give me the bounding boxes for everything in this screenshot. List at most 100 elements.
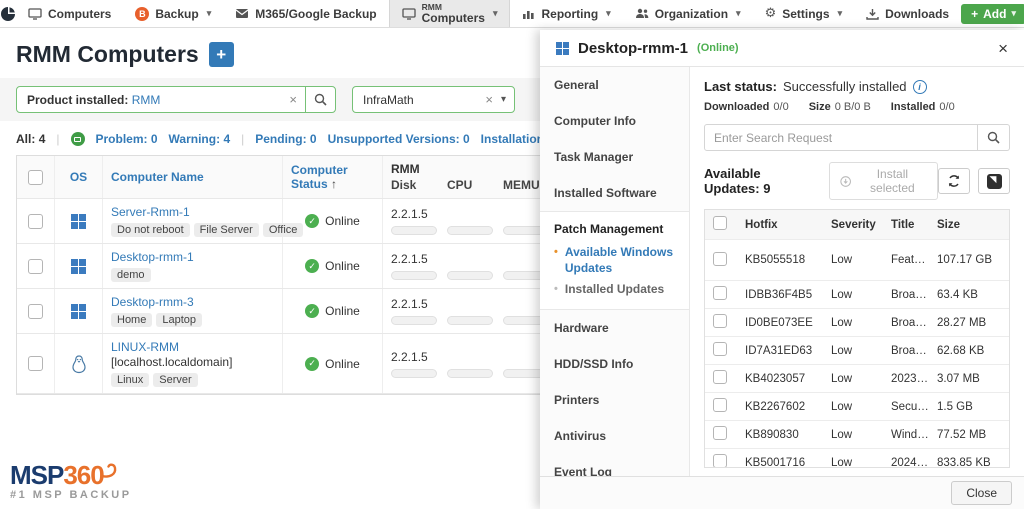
update-row[interactable]: ID0BE073EE Low Broadcom Inc. - Displ... … xyxy=(705,309,1009,337)
update-size: 63.4 KB xyxy=(937,288,978,301)
update-title: 2023-10 Update for W... xyxy=(891,372,937,385)
plus-icon: + xyxy=(971,6,979,21)
nav-downloads[interactable]: Downloads xyxy=(854,0,961,27)
computer-name-link[interactable]: LINUX-RMM xyxy=(111,340,179,354)
computer-name-link[interactable]: Server-Rmm-1 xyxy=(111,205,190,219)
row-checkbox[interactable] xyxy=(28,258,43,274)
update-row[interactable]: KB4023057 Low 2023-10 Update for W... 3.… xyxy=(705,365,1009,393)
update-checkbox[interactable] xyxy=(713,251,727,266)
search-input[interactable] xyxy=(704,124,978,151)
update-row[interactable]: IDBB36F4B5 Low Broadcom Inc. - Syste... … xyxy=(705,281,1009,309)
divider: | xyxy=(56,132,60,146)
clear-filter-icon[interactable]: × xyxy=(289,92,297,107)
nav-downloads-label: Downloads xyxy=(885,6,950,21)
sidebar-item-event-log[interactable]: Event Log xyxy=(554,464,613,476)
add-button[interactable]: + Add ▾ xyxy=(961,3,1024,24)
panel-title: Desktop-rmm-1 xyxy=(578,39,689,57)
sidebar-item-antivirus[interactable]: Antivirus xyxy=(554,428,607,443)
table-row[interactable]: Server-Rmm-1 Do not reboot File Server O… xyxy=(17,199,571,244)
update-row[interactable]: KB2267602 Low Security Intelligence U...… xyxy=(705,393,1009,421)
row-checkbox[interactable] xyxy=(28,303,43,319)
sidebar-item-hdd-ssd-info[interactable]: HDD/SSD Info xyxy=(554,356,634,371)
pending-count-link[interactable]: Pending: 0 xyxy=(255,132,317,146)
table-row[interactable]: LINUX-RMM [localhost.localdomain] Linux … xyxy=(17,334,571,394)
close-button[interactable]: Close xyxy=(951,481,1012,505)
sidebar-item-task-manager[interactable]: Task Manager xyxy=(554,150,634,164)
size-column-header[interactable]: Size xyxy=(937,218,961,231)
nav-computers[interactable]: Computers xyxy=(16,0,123,27)
add-computer-button[interactable]: + xyxy=(208,42,234,67)
severity-column-header[interactable]: Severity xyxy=(831,218,876,231)
sidebar-item-installed-updates[interactable]: • Installed Updates xyxy=(554,282,665,297)
update-checkbox[interactable] xyxy=(713,370,727,384)
clear-company-filter-icon[interactable]: × xyxy=(485,92,493,107)
nav-backup[interactable]: B Backup ▾ xyxy=(123,0,223,27)
warning-count-link[interactable]: Warning: 4 xyxy=(168,132,231,146)
update-checkbox[interactable] xyxy=(713,286,727,300)
sidebar-item-general[interactable]: General xyxy=(554,78,599,92)
info-icon[interactable]: i xyxy=(912,79,927,94)
row-checkbox[interactable] xyxy=(28,356,43,371)
tag-pill: Do not reboot xyxy=(111,223,190,237)
computer-name-column-header[interactable]: Computer Name xyxy=(111,170,204,184)
sidebar-item-printers[interactable]: Printers xyxy=(554,392,600,407)
divider: | xyxy=(241,132,245,146)
open-report-button[interactable] xyxy=(978,168,1010,194)
hotfix-column-header[interactable]: Hotfix xyxy=(745,218,778,231)
nav-reporting[interactable]: Reporting ▾ xyxy=(510,0,622,27)
install-selected-label: Install selected xyxy=(870,167,915,195)
computer-name-link[interactable]: Desktop-rmm-1 xyxy=(111,250,194,264)
update-row[interactable]: KB890830 Low Windows Malicious S... 77.5… xyxy=(705,421,1009,449)
title-column-header[interactable]: Title xyxy=(891,218,915,231)
chevron-down-icon[interactable]: ▾ xyxy=(500,94,506,105)
table-row[interactable]: Desktop-rmm-3 Home Laptop ✓ Online 2.2.1… xyxy=(17,289,571,334)
table-row[interactable]: Desktop-rmm-1 demo ✓ Online 2.2.1.5 xyxy=(17,244,571,289)
nav-rmm-label: Computers xyxy=(421,10,485,25)
sidebar-item-patch-management[interactable]: Patch Management xyxy=(554,222,664,236)
search-filter-button[interactable] xyxy=(305,87,335,112)
backup-icon: B xyxy=(135,6,150,21)
select-all-checkbox[interactable] xyxy=(28,169,43,185)
update-checkbox[interactable] xyxy=(713,314,727,328)
search-button[interactable] xyxy=(978,124,1010,151)
bullet-icon: • xyxy=(554,283,558,296)
unsupported-count-link[interactable]: Unsupported Versions: 0 xyxy=(327,132,470,146)
refresh-button[interactable] xyxy=(938,168,970,194)
update-row[interactable]: KB5001716 Low 2024-10 Update for W... 83… xyxy=(705,449,1009,467)
nav-organization[interactable]: Organization ▾ xyxy=(623,0,753,27)
computer-name-link[interactable]: Desktop-rmm-3 xyxy=(111,295,194,309)
company-filter-select[interactable]: InfraMath × ▾ xyxy=(352,86,515,113)
update-row[interactable]: KB5055518 Low Feature update to Wi... 10… xyxy=(705,240,1009,281)
clipped-column-header: U xyxy=(531,178,540,192)
sidebar-item-computer-info[interactable]: Computer Info xyxy=(554,114,636,128)
computer-status-column-header[interactable]: Computer Status ↑ xyxy=(291,163,348,191)
nav-rmm-computers-active-tab[interactable]: RMM Computers ▾ xyxy=(388,0,511,27)
search-icon xyxy=(314,93,327,106)
nav-settings-label: Settings xyxy=(782,6,830,21)
close-icon[interactable]: × xyxy=(998,38,1008,58)
update-checkbox[interactable] xyxy=(713,454,727,467)
app-logo[interactable] xyxy=(0,0,16,27)
select-all-updates-checkbox[interactable] xyxy=(713,216,727,230)
updates-table-header: Hotfix Severity Title Size xyxy=(705,210,1009,240)
sidebar-item-available-windows-updates[interactable]: • Available Windows Updates xyxy=(554,245,673,275)
sidebar-item-hardware[interactable]: Hardware xyxy=(554,320,609,335)
install-selected-button[interactable]: Install selected xyxy=(829,162,938,200)
problem-count-link[interactable]: Problem: 0 xyxy=(95,132,158,146)
update-title: Security Intelligence U... xyxy=(891,400,937,413)
tag-pill: Home xyxy=(111,313,153,327)
update-size: 3.07 MB xyxy=(937,372,980,385)
row-checkbox[interactable] xyxy=(28,213,43,229)
nav-m365-google-backup[interactable]: M365/Google Backup xyxy=(223,0,388,27)
update-row[interactable]: ID7A31ED63 Low Broadcom Inc. - Syste... … xyxy=(705,337,1009,365)
update-checkbox[interactable] xyxy=(713,426,727,440)
tag-pill: Office xyxy=(262,223,304,237)
product-filter-input[interactable]: Product installed: RMM × xyxy=(16,86,336,113)
panel-footer: Close xyxy=(540,476,1024,509)
product-filter-label: Product installed: xyxy=(27,92,129,107)
nav-settings[interactable]: ⚙ Settings ▾ xyxy=(753,0,855,27)
update-checkbox[interactable] xyxy=(713,342,727,356)
sidebar-item-installed-software[interactable]: Installed Software xyxy=(554,186,657,200)
update-checkbox[interactable] xyxy=(713,398,727,412)
os-column-header[interactable]: OS xyxy=(69,170,88,184)
